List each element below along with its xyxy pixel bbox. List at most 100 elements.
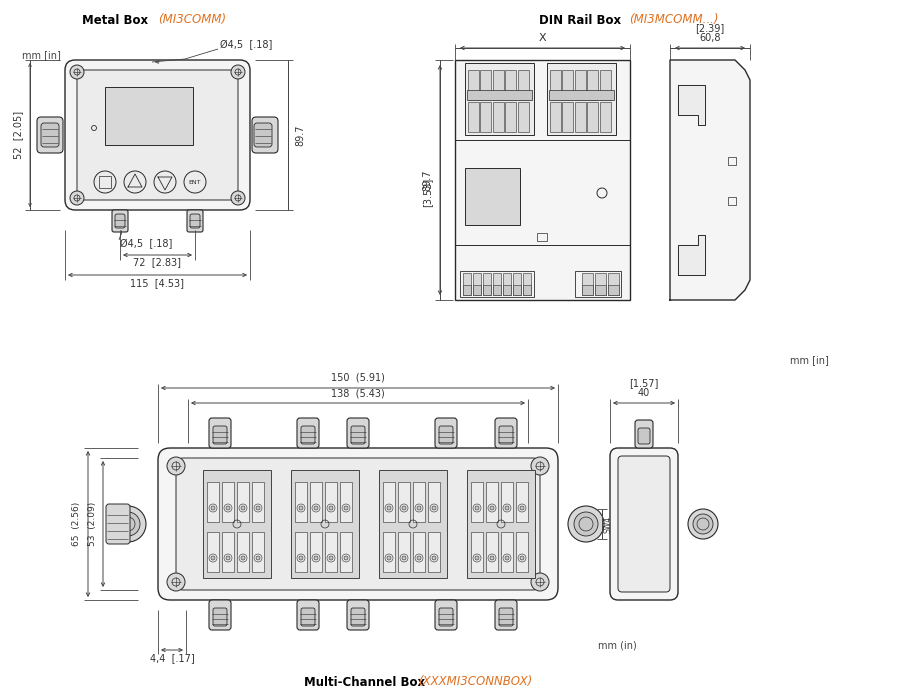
Bar — [562, 102, 573, 132]
Text: 65  (2.56): 65 (2.56) — [71, 502, 80, 546]
Bar — [340, 532, 352, 572]
Bar — [505, 70, 516, 100]
Bar — [483, 285, 491, 295]
Text: (XXXMI3CONNBOX): (XXXMI3CONNBOX) — [418, 676, 532, 689]
Bar — [480, 70, 491, 100]
Bar — [455, 60, 630, 300]
FancyBboxPatch shape — [112, 210, 128, 232]
Bar — [291, 470, 359, 578]
FancyBboxPatch shape — [495, 418, 517, 448]
Circle shape — [70, 65, 84, 79]
Bar — [222, 482, 234, 522]
Text: 115  [4.53]: 115 [4.53] — [130, 278, 184, 288]
Bar — [413, 482, 425, 522]
Text: 150  (5.91): 150 (5.91) — [331, 373, 385, 383]
Bar — [473, 273, 481, 295]
Bar — [325, 532, 337, 572]
Bar — [340, 482, 352, 522]
Circle shape — [432, 556, 436, 560]
Bar — [595, 285, 606, 295]
FancyBboxPatch shape — [435, 600, 457, 630]
Bar — [501, 532, 513, 572]
Bar — [501, 482, 513, 522]
Bar — [473, 285, 481, 295]
Circle shape — [241, 506, 245, 510]
FancyBboxPatch shape — [347, 418, 369, 448]
FancyBboxPatch shape — [435, 418, 457, 448]
Circle shape — [329, 556, 333, 560]
Text: mm [in]: mm [in] — [22, 50, 61, 60]
Bar — [575, 102, 586, 132]
FancyBboxPatch shape — [209, 600, 231, 630]
FancyBboxPatch shape — [638, 428, 650, 444]
Bar — [493, 102, 504, 132]
Bar — [486, 532, 498, 572]
Bar — [460, 271, 534, 297]
Circle shape — [432, 506, 436, 510]
FancyBboxPatch shape — [190, 214, 200, 228]
Text: mm [in]: mm [in] — [790, 355, 829, 365]
Bar — [608, 273, 619, 295]
Bar — [310, 482, 322, 522]
FancyBboxPatch shape — [618, 456, 670, 592]
Bar — [428, 532, 440, 572]
Bar — [398, 482, 410, 522]
Bar — [728, 157, 736, 165]
Circle shape — [314, 506, 318, 510]
Bar — [325, 482, 337, 522]
Circle shape — [231, 191, 245, 205]
Bar — [582, 273, 593, 295]
Polygon shape — [678, 85, 705, 125]
Bar — [516, 532, 528, 572]
Bar — [523, 285, 531, 295]
Bar — [575, 70, 586, 100]
Bar — [523, 273, 531, 295]
Bar — [505, 102, 516, 132]
Bar — [295, 482, 307, 522]
FancyBboxPatch shape — [499, 426, 513, 444]
Bar — [222, 532, 234, 572]
Bar — [467, 470, 535, 578]
Bar — [547, 63, 616, 135]
Bar — [379, 470, 447, 578]
FancyBboxPatch shape — [106, 504, 130, 544]
FancyBboxPatch shape — [65, 60, 250, 210]
Bar — [503, 273, 511, 295]
Text: (MI3COMM): (MI3COMM) — [158, 13, 226, 27]
Bar — [587, 70, 598, 100]
FancyBboxPatch shape — [610, 448, 678, 600]
Circle shape — [688, 509, 718, 539]
FancyBboxPatch shape — [297, 418, 319, 448]
Text: [2.39]: [2.39] — [696, 23, 725, 33]
Bar — [595, 273, 606, 295]
Text: Ø4,5  [.18]: Ø4,5 [.18] — [220, 40, 273, 50]
FancyBboxPatch shape — [254, 123, 272, 147]
Bar — [483, 273, 491, 295]
Polygon shape — [678, 235, 705, 275]
Bar — [493, 70, 504, 100]
Text: 89.7: 89.7 — [295, 125, 305, 146]
Bar — [503, 285, 511, 295]
FancyBboxPatch shape — [351, 608, 365, 626]
Bar — [486, 482, 498, 522]
Circle shape — [154, 171, 176, 193]
Text: 89.7: 89.7 — [422, 169, 432, 190]
Circle shape — [475, 506, 479, 510]
Circle shape — [490, 506, 494, 510]
Bar — [480, 102, 491, 132]
Text: DIN Rail Box: DIN Rail Box — [539, 13, 621, 27]
Circle shape — [241, 556, 245, 560]
Bar — [398, 532, 410, 572]
Circle shape — [505, 506, 509, 510]
Bar — [428, 482, 440, 522]
Circle shape — [256, 506, 260, 510]
Bar — [468, 70, 479, 100]
Bar — [608, 285, 619, 295]
Bar — [587, 102, 598, 132]
Bar — [518, 70, 529, 100]
Bar — [252, 482, 264, 522]
Circle shape — [211, 556, 215, 560]
FancyBboxPatch shape — [209, 418, 231, 448]
Bar — [513, 273, 521, 295]
Circle shape — [110, 506, 146, 542]
